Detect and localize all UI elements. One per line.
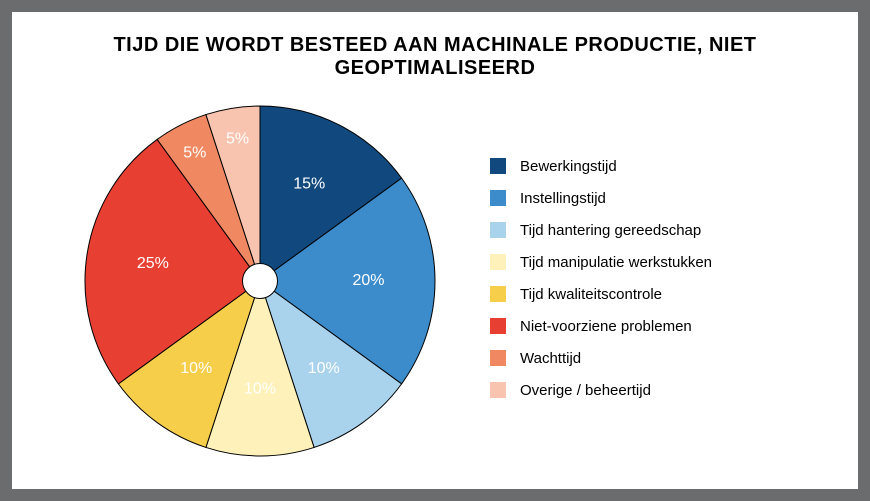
legend-swatch <box>490 190 506 206</box>
slice-label: 15% <box>293 175 325 192</box>
legend-label: Tijd hantering gereedschap <box>520 222 701 239</box>
chart-content: 15% 20% 10% 10% 10% 25% 5% 5% Bewerkingstijd Ins… <box>40 80 830 471</box>
legend-label: Bewerkingstijd <box>520 158 617 175</box>
legend-swatch <box>490 318 506 334</box>
slice-label: 25% <box>137 255 169 272</box>
legend-swatch <box>490 254 506 270</box>
slice-label: 10% <box>180 359 212 376</box>
legend-swatch <box>490 158 506 174</box>
legend-label: Tijd manipulatie werkstukken <box>520 254 712 271</box>
pie-chart: 15% 20% 10% 10% 10% 25% 5% 5% <box>40 81 480 471</box>
legend-label: Instellingstijd <box>520 190 606 207</box>
chart-title: TIJD DIE WORDT BESTEED AAN MACHINALE PRO… <box>40 34 830 80</box>
legend-swatch <box>490 350 506 366</box>
legend-swatch <box>490 382 506 398</box>
slice-label: 5% <box>226 130 249 147</box>
slice-label: 20% <box>352 272 384 289</box>
legend-item: Overige / beheertijd <box>490 382 830 399</box>
legend-item: Tijd kwaliteitscontrole <box>490 286 830 303</box>
legend-item: Instellingstijd <box>490 190 830 207</box>
legend-item: Tijd manipulatie werkstukken <box>490 254 830 271</box>
legend-swatch <box>490 286 506 302</box>
chart-legend: Bewerkingstijd Instellingstijd Tijd hanter… <box>480 138 830 414</box>
legend-item: Bewerkingstijd <box>490 158 830 175</box>
slice-label: 10% <box>308 359 340 376</box>
legend-label: Niet-voorziene problemen <box>520 318 692 335</box>
donut-hole <box>243 263 278 298</box>
legend-item: Tijd hantering gereedschap <box>490 222 830 239</box>
legend-label: Wachttijd <box>520 350 581 367</box>
legend-item: Niet-voorziene problemen <box>490 318 830 335</box>
legend-label: Overige / beheertijd <box>520 382 651 399</box>
legend-swatch <box>490 222 506 238</box>
legend-item: Wachttijd <box>490 350 830 367</box>
slice-label: 10% <box>244 380 276 397</box>
legend-label: Tijd kwaliteitscontrole <box>520 286 662 303</box>
chart-card: TIJD DIE WORDT BESTEED AAN MACHINALE PRO… <box>12 12 858 489</box>
slice-label: 5% <box>183 144 206 161</box>
